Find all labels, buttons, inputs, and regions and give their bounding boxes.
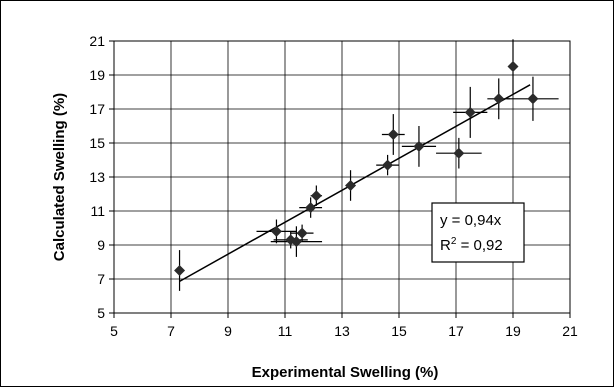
data-point-marker: [527, 93, 539, 105]
data-point-marker: [305, 202, 317, 214]
data-point-marker: [453, 147, 465, 159]
x-tick-label: 17: [448, 323, 464, 339]
x-tick-label: 21: [562, 323, 578, 339]
data-point-marker: [387, 129, 399, 140]
y-tick-label: 13: [89, 169, 105, 185]
y-tick-label: 11: [90, 203, 105, 219]
r-squared-exponent: 2: [451, 236, 457, 247]
x-tick-label: 15: [391, 323, 407, 339]
data-point-marker: [507, 61, 519, 72]
axes: [109, 40, 571, 318]
data-point-marker: [493, 93, 505, 105]
y-tick-label: 19: [89, 67, 105, 83]
y-tick-label: 9: [97, 237, 105, 253]
y-tick-label: 7: [97, 271, 105, 287]
trendline: [179, 84, 531, 283]
equation-box-border: [431, 202, 525, 263]
y-tick-label: 5: [97, 305, 105, 321]
x-tick-label: 13: [334, 323, 350, 339]
y-tick-labels: 5 7 9 11 13 15 17 19 21: [89, 33, 105, 321]
data-point-marker: [174, 265, 186, 276]
x-tick-label: 11: [278, 323, 293, 339]
y-tick-label: 21: [89, 33, 105, 49]
x-tick-label: 7: [167, 323, 175, 339]
x-tick-labels: 5 7 9 11 13 15 17 19 21: [110, 323, 578, 339]
equation-text: y = 0,94x: [440, 212, 502, 229]
x-tick-label: 9: [224, 323, 232, 339]
data-point-marker: [382, 159, 394, 171]
y-axis-title: Calculated Swelling (%): [51, 93, 68, 261]
data-point-marker: [413, 140, 425, 152]
y-tick-label: 17: [89, 101, 105, 117]
x-tick-label: 5: [110, 323, 118, 339]
data-point-marker: [296, 227, 308, 239]
trendline-group: [179, 84, 531, 283]
data-point-marker: [310, 190, 322, 202]
data-point-marker: [290, 236, 302, 248]
data-point-marker: [270, 225, 282, 237]
data-points: [174, 61, 539, 276]
data-point-marker: [345, 180, 357, 191]
equation-box: y = 0,94x R2 = 0,92: [431, 202, 525, 263]
r-squared-prefix: R: [440, 237, 451, 254]
x-tick-label: 19: [505, 323, 521, 339]
x-axis-title: Experimental Swelling (%): [252, 364, 439, 381]
r-squared-text: R2 = 0,92: [440, 236, 503, 254]
r-squared-value: = 0,92: [456, 237, 502, 254]
data-point-marker: [464, 106, 476, 118]
y-tick-label: 15: [89, 135, 105, 151]
